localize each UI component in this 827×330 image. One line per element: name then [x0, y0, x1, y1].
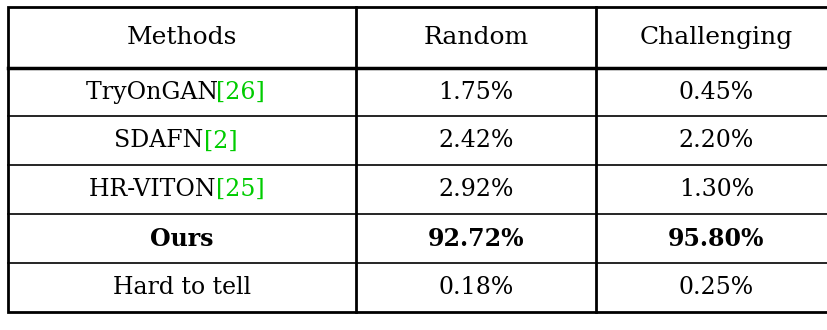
Text: 1.75%: 1.75%	[438, 81, 513, 104]
Text: Methods: Methods	[127, 26, 237, 49]
Text: [25]: [25]	[216, 178, 265, 201]
Text: 2.42%: 2.42%	[437, 129, 514, 152]
Text: 2.20%: 2.20%	[678, 129, 753, 152]
Text: Random: Random	[423, 26, 528, 49]
Text: 0.45%: 0.45%	[678, 81, 753, 104]
Text: 1.30%: 1.30%	[678, 178, 753, 201]
Text: Hard to tell: Hard to tell	[113, 276, 251, 299]
Text: [2]: [2]	[204, 129, 237, 152]
Text: 0.25%: 0.25%	[678, 276, 753, 299]
Text: [26]: [26]	[216, 81, 265, 104]
Text: 92.72%: 92.72%	[428, 227, 523, 250]
Text: Challenging: Challenging	[638, 26, 792, 49]
Text: TryOnGAN: TryOnGAN	[86, 81, 226, 104]
Text: Ours: Ours	[151, 227, 213, 250]
Text: 95.80%: 95.80%	[667, 227, 763, 250]
Text: 0.18%: 0.18%	[438, 276, 513, 299]
Text: 2.92%: 2.92%	[437, 178, 514, 201]
FancyBboxPatch shape	[8, 7, 827, 312]
Text: SDAFN: SDAFN	[114, 129, 211, 152]
Text: HR-VITON: HR-VITON	[89, 178, 223, 201]
